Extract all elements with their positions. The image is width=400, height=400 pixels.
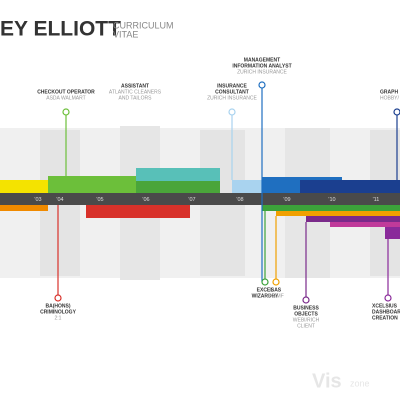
year: '07 [188,197,195,203]
item-text: DASHBOARD [372,309,400,315]
item-text: ZURICH INSURANCE [237,69,287,75]
item-text: CONSULTANT [215,89,249,95]
watermark: zone [350,378,370,388]
item-text: WEBI/RICH [293,317,320,323]
item-text: 2:1 [55,315,62,321]
item-text: AND TAILORS [119,95,153,101]
name: EY ELLIOTT [0,18,121,41]
item-text: ASDA WALMART [46,95,85,101]
bars-bottom [0,205,400,239]
item-text: CLIENT [297,323,315,329]
timeline-band [0,193,400,205]
item-text: PC/MF [268,293,284,299]
year: '11 [373,197,380,203]
item-title: ASSISTANT [121,83,149,89]
item-text: OBJECTS [294,311,318,317]
year: '06 [142,197,149,203]
subtitle: CURRICULUM [113,20,174,30]
item-title: INSURANCE [217,83,247,89]
item-title: CHECKOUT OPERATOR [37,89,95,95]
subtitle: VITAE [113,29,138,39]
item-title: MANAGEMENT [244,57,280,63]
year: '10 [328,197,335,203]
year: '08 [236,197,243,203]
item-title: SAS [271,287,282,293]
item-title: BUSINESS [293,305,319,311]
watermark: Vis [312,370,342,392]
item-title: BA(HONS) [46,303,71,309]
bars-top [0,168,400,193]
item-text: WIZARDRY [252,293,279,299]
year: '05 [96,197,103,203]
item-title: XCELSIUS [372,303,398,309]
item-text: CREATION [372,315,398,321]
year: '04 [56,197,63,203]
year: '09 [283,197,290,203]
year: '03 [34,197,41,203]
item-text: CRIMINOLOGY [40,309,76,315]
item-title: GRAPH [380,89,398,95]
item-text: HOBBY/ [380,95,400,101]
item-text: INFORMATION ANALYST [232,63,291,69]
labels: '03 '04 '05 '06 '07 '08 '09 '10 '11 CHECKOUT OPER… [34,57,400,329]
item-text: ATLANTIC CLEANERS [109,89,162,95]
item-text: ZURICH INSURANCE [207,95,257,101]
item-title: EXCEL [257,287,274,293]
pins [54,81,400,304]
